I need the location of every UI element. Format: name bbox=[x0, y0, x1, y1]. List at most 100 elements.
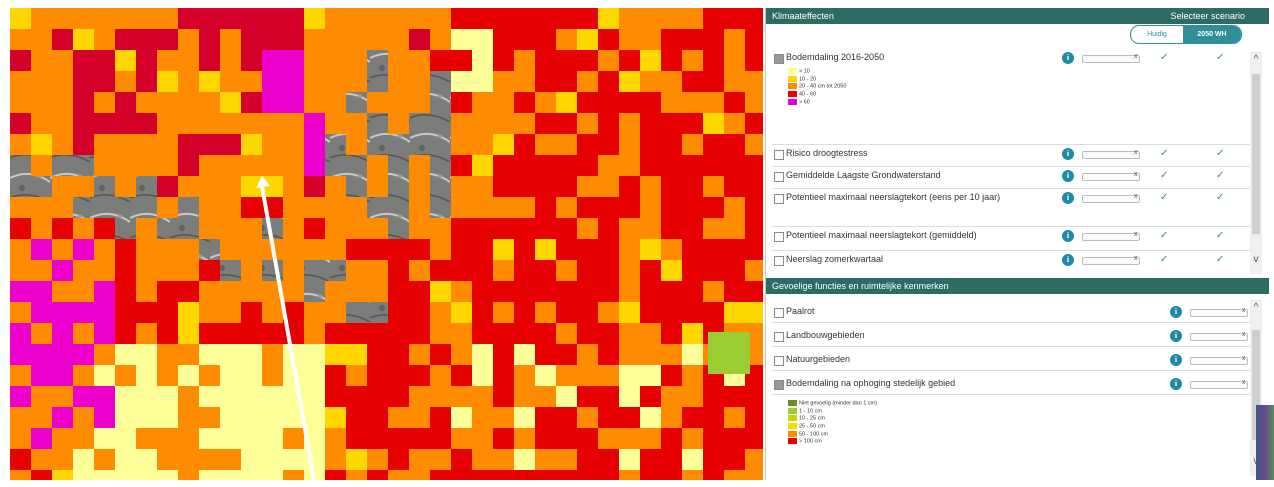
info-icon[interactable]: i bbox=[1062, 254, 1074, 266]
layer-checkbox[interactable] bbox=[774, 256, 784, 266]
raster-cell bbox=[430, 386, 451, 407]
legend-swatch bbox=[788, 438, 797, 445]
opacity-slider[interactable] bbox=[1190, 309, 1248, 317]
raster-cell bbox=[493, 50, 514, 71]
scenario-option-2050[interactable]: 2050 WH bbox=[1183, 26, 1241, 43]
raster-cell bbox=[346, 428, 367, 449]
opacity-slider[interactable] bbox=[1190, 357, 1248, 365]
layer-checkbox[interactable] bbox=[774, 356, 784, 366]
raster-cell bbox=[199, 281, 220, 302]
raster-cell bbox=[640, 302, 661, 323]
raster-cell bbox=[703, 281, 724, 302]
check-icon[interactable]: ✓ bbox=[1216, 148, 1225, 159]
raster-cell bbox=[640, 386, 661, 407]
map-canvas[interactable] bbox=[10, 8, 763, 480]
opacity-slider[interactable] bbox=[1082, 151, 1140, 159]
slider-handle-icon[interactable]: x bbox=[1242, 307, 1246, 314]
raster-cell bbox=[157, 302, 178, 323]
raster-cell bbox=[745, 428, 763, 449]
raster-cell bbox=[493, 176, 514, 197]
climate-scrollbar[interactable]: ^ v bbox=[1250, 52, 1262, 274]
scroll-down-icon[interactable]: v bbox=[1253, 254, 1259, 265]
slider-handle-icon[interactable]: x bbox=[1134, 149, 1138, 156]
info-icon[interactable]: i bbox=[1170, 330, 1182, 342]
check-icon[interactable]: ✓ bbox=[1160, 230, 1169, 241]
info-icon[interactable]: i bbox=[1062, 192, 1074, 204]
check-icon[interactable]: ✓ bbox=[1160, 170, 1169, 181]
opacity-slider[interactable] bbox=[1190, 333, 1248, 341]
check-icon[interactable]: ✓ bbox=[1160, 254, 1169, 265]
info-icon[interactable]: i bbox=[1062, 148, 1074, 160]
slider-handle-icon[interactable]: x bbox=[1242, 379, 1246, 386]
legend-swatch bbox=[788, 407, 797, 414]
raster-cell bbox=[556, 386, 577, 407]
scroll-up-icon[interactable]: ^ bbox=[1253, 302, 1259, 313]
raster-cell bbox=[199, 29, 220, 50]
raster-cell bbox=[451, 239, 472, 260]
scenario-toggle[interactable]: Huidig 2050 WH bbox=[1130, 25, 1242, 44]
raster-cell bbox=[535, 134, 556, 155]
info-icon[interactable]: i bbox=[1170, 306, 1182, 318]
layer-checkbox[interactable] bbox=[774, 194, 784, 204]
raster-cell bbox=[703, 176, 724, 197]
check-icon[interactable]: ✓ bbox=[1216, 254, 1225, 265]
layer-label: Bodemdaling na ophoging stedelijk gebied bbox=[786, 378, 956, 388]
opacity-slider[interactable] bbox=[1082, 173, 1140, 181]
scroll-thumb[interactable] bbox=[1252, 74, 1260, 234]
layer-checkbox[interactable] bbox=[774, 232, 784, 242]
opacity-slider[interactable] bbox=[1082, 195, 1140, 203]
raster-cell bbox=[535, 92, 556, 113]
info-icon[interactable]: i bbox=[1170, 354, 1182, 366]
opacity-slider[interactable] bbox=[1082, 233, 1140, 241]
raster-cell bbox=[73, 449, 94, 470]
check-icon[interactable]: ✓ bbox=[1216, 170, 1225, 181]
check-icon[interactable]: ✓ bbox=[1160, 52, 1169, 63]
check-icon[interactable]: ✓ bbox=[1160, 148, 1169, 159]
check-icon[interactable]: ✓ bbox=[1216, 230, 1225, 241]
raster-cell bbox=[73, 218, 94, 239]
raster-cell bbox=[556, 260, 577, 281]
slider-handle-icon[interactable]: x bbox=[1134, 193, 1138, 200]
raster-cell bbox=[325, 239, 346, 260]
layer-checkbox[interactable] bbox=[774, 332, 784, 342]
scroll-thumb[interactable] bbox=[1252, 330, 1260, 440]
raster-cell bbox=[535, 407, 556, 428]
raster-cell bbox=[577, 281, 598, 302]
raster-cell bbox=[661, 50, 682, 71]
opacity-slider[interactable] bbox=[1190, 381, 1248, 389]
layer-checkbox[interactable] bbox=[774, 172, 784, 182]
climate-effects-header: Klimaateffecten Selecteer scenario bbox=[766, 8, 1269, 24]
check-icon[interactable]: ✓ bbox=[1160, 192, 1169, 203]
opacity-slider[interactable] bbox=[1082, 257, 1140, 265]
raster-cell bbox=[52, 134, 73, 155]
raster-cell bbox=[703, 50, 724, 71]
slider-handle-icon[interactable]: x bbox=[1134, 255, 1138, 262]
layer-checkbox[interactable] bbox=[774, 150, 784, 160]
info-icon[interactable]: i bbox=[1062, 230, 1074, 242]
layer-checkbox[interactable] bbox=[774, 380, 784, 390]
raster-cell bbox=[430, 323, 451, 344]
slider-handle-icon[interactable]: x bbox=[1134, 171, 1138, 178]
scroll-up-icon[interactable]: ^ bbox=[1253, 54, 1259, 65]
layer-checkbox[interactable] bbox=[774, 54, 784, 64]
info-icon[interactable]: i bbox=[1062, 170, 1074, 182]
raster-cell bbox=[136, 344, 157, 365]
slider-handle-icon[interactable]: x bbox=[1134, 53, 1138, 60]
check-icon[interactable]: ✓ bbox=[1216, 52, 1225, 63]
raster-cell bbox=[577, 260, 598, 281]
slider-handle-icon[interactable]: x bbox=[1242, 355, 1246, 362]
raster-cell bbox=[409, 407, 430, 428]
slider-handle-icon[interactable]: x bbox=[1242, 331, 1246, 338]
raster-cell bbox=[304, 239, 325, 260]
raster-cell bbox=[94, 260, 115, 281]
scenario-option-current[interactable]: Huidig bbox=[1147, 31, 1167, 38]
layer-checkbox[interactable] bbox=[774, 308, 784, 318]
slider-handle-icon[interactable]: x bbox=[1134, 231, 1138, 238]
raster-cell bbox=[619, 323, 640, 344]
check-icon[interactable]: ✓ bbox=[1216, 192, 1225, 203]
info-icon[interactable]: i bbox=[1170, 378, 1182, 390]
info-icon[interactable]: i bbox=[1062, 52, 1074, 64]
opacity-slider[interactable] bbox=[1082, 55, 1140, 63]
map-view[interactable] bbox=[10, 8, 763, 480]
raster-cell bbox=[52, 260, 73, 281]
